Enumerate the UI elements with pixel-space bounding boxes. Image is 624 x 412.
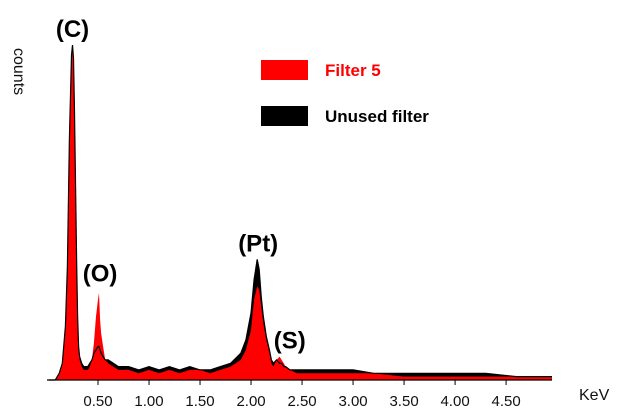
plot-area (49, 44, 552, 381)
x-tick-label: 0.50 (83, 393, 112, 410)
x-tick-label: 3.50 (389, 393, 418, 410)
legend-label-unused-filter: Unused filter (325, 107, 429, 126)
x-axis-ticks (97, 380, 507, 385)
x-axis-label: KeV (579, 387, 610, 404)
legend-swatch-unused-filter (261, 106, 308, 126)
peak-label: (S) (274, 328, 306, 355)
x-tick-label: 2.00 (236, 393, 265, 410)
legend: Filter 5 Unused filter (261, 60, 429, 126)
x-tick-label: 1.00 (134, 393, 163, 410)
peak-label: (C) (56, 16, 89, 43)
x-tick-label: 1.50 (185, 393, 214, 410)
peak-label: (Pt) (238, 230, 278, 257)
peak-annotations: (C) (O) (Pt) (S) (56, 16, 306, 355)
x-tick-label: 4.00 (440, 393, 469, 410)
y-axis-label: counts (10, 48, 27, 95)
legend-label-filter-5: Filter 5 (325, 61, 381, 80)
x-tick-label: 3.00 (338, 393, 367, 410)
series-unused-filter-line (49, 44, 552, 381)
x-tick-label: 4.50 (491, 393, 520, 410)
x-tick-label: 2.50 (287, 393, 316, 410)
peak-label: (O) (83, 261, 118, 288)
legend-swatch-filter-5 (261, 60, 308, 80)
x-axis-tick-labels: 0.50 1.00 1.50 2.00 2.50 3.00 3.50 4.00 4.50 (83, 393, 520, 410)
